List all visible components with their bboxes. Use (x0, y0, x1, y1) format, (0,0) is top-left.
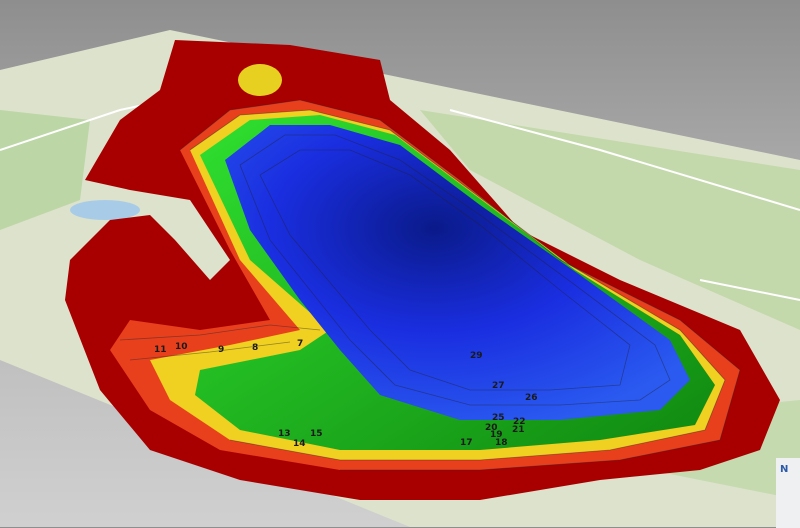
contour-label: 27 (492, 381, 505, 391)
contour-label: 25 (492, 413, 505, 423)
road (449, 109, 800, 211)
contour-label: 17 (460, 438, 473, 448)
depth-zone-deep (225, 125, 690, 420)
shallow-bay-yellow (238, 64, 282, 96)
forest-area (0, 110, 90, 230)
contour-label: 18 (495, 438, 508, 448)
contour-label: 21 (512, 425, 525, 435)
contour-label: 15 (310, 429, 323, 439)
road (699, 279, 800, 301)
forest-area (420, 110, 800, 330)
contour-label: 13 (278, 429, 291, 439)
contour-label: 7 (297, 339, 303, 349)
small-lake (70, 200, 140, 220)
contour-label: 19 (490, 430, 503, 440)
contour-label: 8 (252, 343, 258, 353)
contour-label: 9 (218, 345, 224, 355)
contour-lines (119, 99, 741, 471)
contour-label: 26 (525, 393, 538, 403)
north-arrow-icon: N (780, 464, 789, 475)
contour-label: 22 (513, 417, 526, 427)
compass-logo: N (776, 458, 800, 528)
contour-label: 20 (485, 423, 498, 433)
contour-label: 14 (293, 439, 306, 449)
contour-label: 29 (470, 351, 483, 361)
contour-label: 10 (175, 342, 188, 352)
contour-label: 11 (154, 345, 167, 355)
